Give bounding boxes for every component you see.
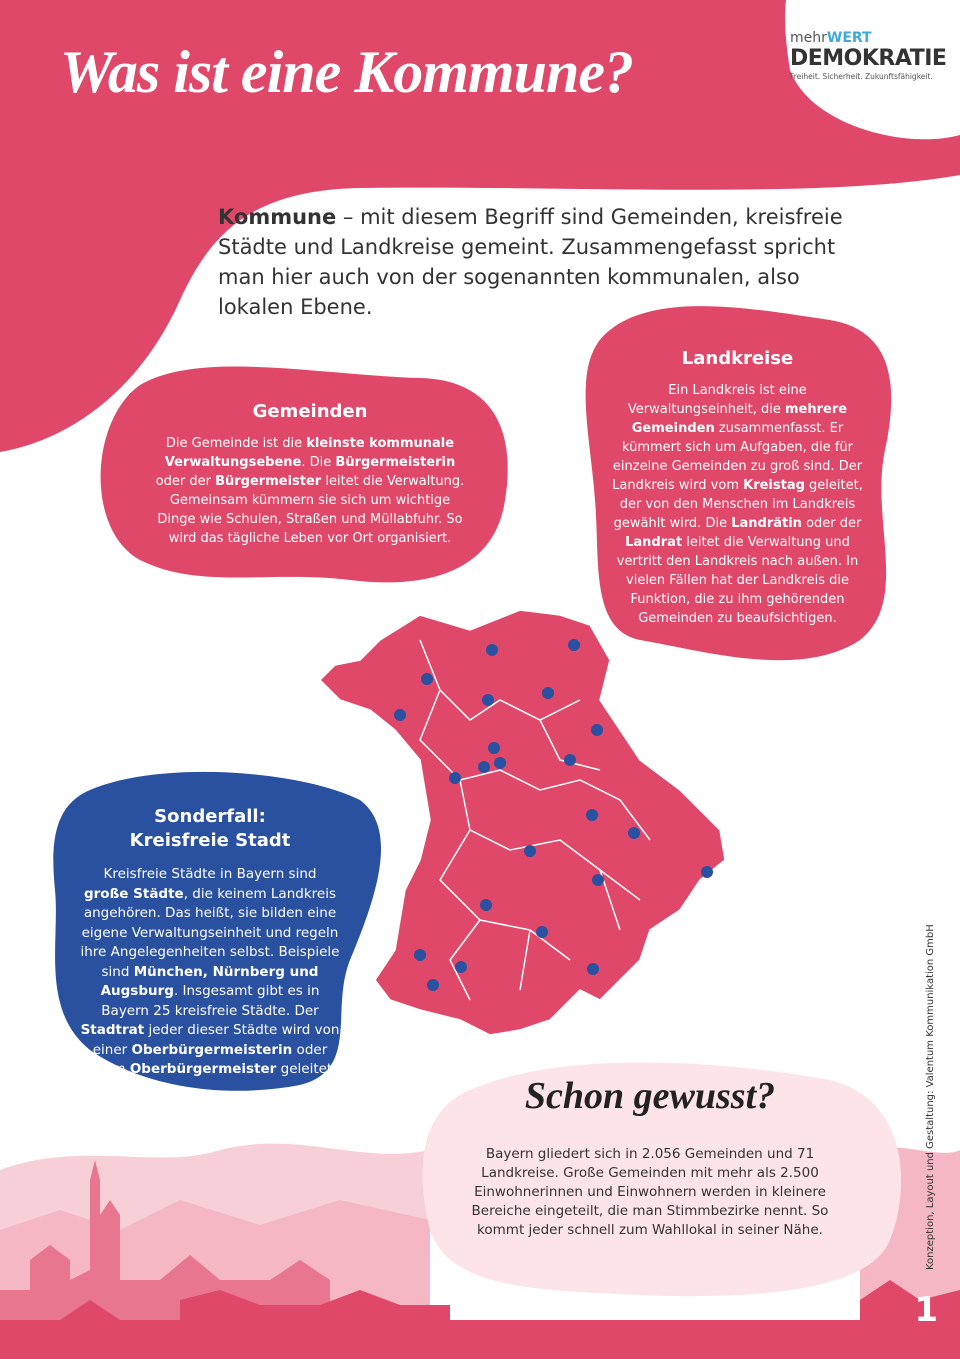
sonderfall-box: Sonderfall: Kreisfreie Stadt Kreisfreie S…: [80, 805, 340, 1080]
text-run: Kreisfreie Städte in Bayern sind: [103, 866, 317, 882]
logo-shape: [785, 0, 960, 140]
bold-text: München, Nürnberg und Augsburg: [100, 963, 319, 1000]
box-title: Gemeinden: [252, 401, 368, 422]
text-run: oder der: [801, 516, 862, 531]
logo-prefix: mehr: [790, 30, 827, 46]
header-shape: [0, 0, 960, 452]
text-run: , die keinem Landkreis angehören. Das he…: [80, 885, 340, 980]
bold-text: Bürgermeister: [215, 474, 322, 489]
logo: mehrWERT DEMOKRATIE Freiheit. Sicherheit…: [790, 30, 947, 81]
landkreise-blob: [585, 306, 892, 661]
bold-text: Landrätin: [731, 516, 802, 531]
bold-text: Oberbürgermeisterin: [131, 1041, 293, 1058]
box-title: Landkreise: [681, 348, 794, 369]
text-run: . Insgesamt gibt es in Bayern 25 kreisfr…: [101, 983, 320, 1019]
text-run: Die Gemeinde ist die: [165, 436, 307, 451]
text-run: jeder dieser Städte wird von einer: [92, 1022, 340, 1058]
sonderfall-blob: [53, 771, 382, 1091]
gemeinden-box: Gemeinden Die Gemeinde ist die kleinste …: [150, 400, 470, 548]
text-run: leitet die Verwaltung und vertritt den L…: [616, 535, 859, 626]
logo-top: mehrWERT: [790, 30, 940, 46]
text-run: geleitet.: [276, 1061, 337, 1077]
fact-blob: [422, 1062, 902, 1297]
box-title: Sonderfall: Kreisfreie Stadt: [80, 805, 340, 853]
fact-title: Schon gewusst?: [524, 1075, 776, 1117]
landkreise-box: Landkreise Ein Landkreis ist eine Verwal…: [610, 347, 865, 628]
box-text: Kreisfreie Städte in Bayern sind große S…: [80, 865, 340, 1080]
page-title: Was ist eine Kommune?: [60, 39, 634, 105]
page-number: 1: [914, 1290, 938, 1330]
bavaria-map: [318, 609, 726, 1036]
text-run: Ein Landkreis ist eine Verwaltungseinhei…: [627, 383, 807, 417]
logo-highlight: WERT: [826, 30, 872, 46]
fact-text: Bayern gliedert sich in 2.056 Gemeinden …: [471, 1146, 829, 1238]
bold-text: Kreistag: [743, 478, 805, 493]
intro-text: Kommune – mit diesem Begriff sind Gemein…: [218, 202, 858, 322]
logo-tagline: Freiheit. Sicherheit. Zukunftsfähigkeit.: [790, 72, 933, 81]
box-text: Ein Landkreis ist eine Verwaltungseinhei…: [610, 381, 865, 628]
text-run: zusammenfasst. Er kümmert sich um Aufgab…: [612, 421, 863, 493]
bold-text: Bürgermeisterin: [335, 455, 456, 470]
text-run: . Die: [301, 455, 336, 470]
text-run: geleitet, der von den Menschen im Landkr…: [613, 478, 863, 531]
logo-name: DEMOKRATIE: [790, 46, 947, 71]
credit: Konzeption, Layout und Gestaltung: Valen…: [925, 924, 936, 1270]
bold-text: kleinste kommunale Verwaltungsebene: [164, 436, 455, 470]
bold-text: Oberbürgermeister: [129, 1061, 277, 1077]
box-text: Die Gemeinde ist die kleinste kommunale …: [150, 434, 470, 548]
bold-text: Stadtrat: [80, 1022, 145, 1038]
bold-text: Landrat: [625, 535, 683, 550]
bold-text: mehrere Gemeinden: [631, 402, 848, 436]
text-run: leitet die Verwaltung. Gemeinsam kümmern…: [157, 474, 465, 546]
text-run: – mit diesem Begriff sind Gemeinden, kre…: [218, 205, 843, 319]
title-line: Kreisfreie Stadt: [129, 830, 291, 851]
title-line: Sonderfall:: [154, 806, 266, 827]
text-run: oder einem: [83, 1041, 328, 1078]
bold-text: Kommune: [218, 205, 337, 229]
text-run: oder der: [155, 474, 216, 489]
bold-text: große Städte: [83, 885, 184, 902]
gemeinden-blob: [100, 366, 508, 583]
